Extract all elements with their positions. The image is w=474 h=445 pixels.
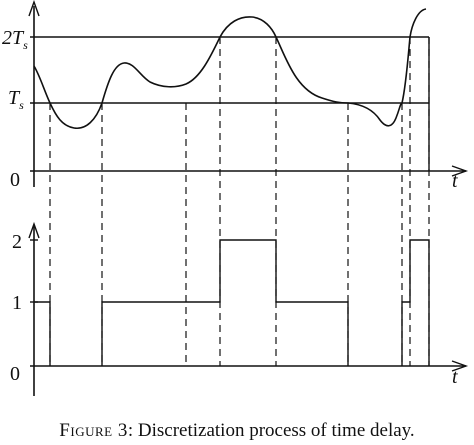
label-bottom-2: 2 [12,231,22,253]
label-bottom-t: t [452,366,458,388]
bottom-plot: 2 1 0 t [10,221,469,396]
label-bottom-1: 1 [12,292,22,314]
caption-text: : Discretization process of time delay. [127,420,415,441]
caption-prefix: Figure 3 [59,420,128,441]
label-ts: Ts [8,87,24,112]
figure-caption: Figure 3: Discretization process of time… [0,420,474,442]
bottom-x-arrowhead [451,360,469,372]
label-bottom-0: 0 [10,363,20,385]
top-y-arrowhead [28,0,40,17]
label-top-t: t [452,170,458,192]
top-plot: 2Ts Ts 0 t [2,0,469,366]
signal-curve [33,8,427,129]
bottom-y-arrowhead [28,221,40,239]
label-2ts: 2Ts [2,27,28,52]
step-signal [34,239,430,366]
top-x-arrowhead [451,165,469,177]
label-top-zero: 0 [10,169,20,191]
